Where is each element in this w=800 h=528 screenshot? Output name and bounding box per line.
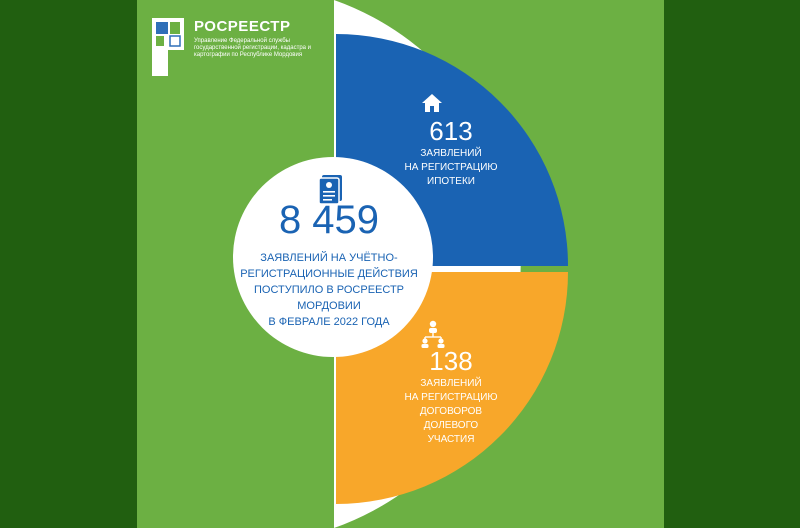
right-border [664, 0, 800, 528]
mortgage-caption-line: НА РЕГИСТРАЦИЮ [404, 162, 498, 173]
document-icon [318, 175, 342, 205]
people-network-icon [421, 320, 445, 348]
total-caption-line: В ФЕВРАЛЕ 2022 ГОДА [268, 316, 390, 328]
logo-name: РОСРЕЕСТР [194, 18, 291, 35]
shared-construction-value: 138 [429, 346, 473, 376]
shared-construction-caption-line: НА РЕГИСТРАЦИЮ [404, 392, 498, 403]
total-caption-line: ЗАЯВЛЕНИЙ НА УЧЁТНО- [260, 252, 398, 264]
house-icon [422, 94, 442, 112]
total-caption-line: ПОСТУПИЛО В РОСРЕЕСТР МОРДОВИИ [253, 284, 405, 312]
shared-construction-caption-line: ЗАЯВЛЕНИЙ [420, 378, 482, 389]
total-circle [233, 157, 433, 357]
rosreestr-emblem-icon [152, 18, 184, 76]
mortgage-value: 613 [429, 116, 473, 146]
mortgage-caption-line: ИПОТЕКИ [427, 176, 475, 187]
total-caption: ЗАЯВЛЕНИЙ НА УЧЁТНО- РЕГИСТРАЦИОННЫЕ ДЕЙ… [230, 250, 428, 330]
rosreestr-logo: РОСРЕЕСТР Управление Федеральной службы … [146, 14, 316, 80]
shared-construction-caption-line: ДОЛЕВОГО [423, 420, 479, 431]
shared-construction-caption-line: УЧАСТИЯ [427, 434, 475, 445]
left-border [0, 0, 137, 528]
logo-subtitle: Управление Федеральной службы государств… [194, 38, 312, 58]
shared-construction-label: 138 ЗАЯВЛЕНИЙ НА РЕГИСТРАЦИЮ ДОГОВОРОВ Д… [378, 346, 524, 447]
shared-construction-caption-line: ДОГОВОРОВ [419, 406, 483, 417]
mortgage-caption-line: ЗАЯВЛЕНИЙ [420, 148, 482, 159]
total-caption-line: РЕГИСТРАЦИОННЫЕ ДЕЙСТВИЯ [240, 268, 418, 280]
mortgage-label: 613 ЗАЯВЛЕНИЙ НА РЕГИСТРАЦИЮ ИПОТЕКИ [378, 116, 524, 189]
total-value: 8 459 [278, 198, 380, 242]
